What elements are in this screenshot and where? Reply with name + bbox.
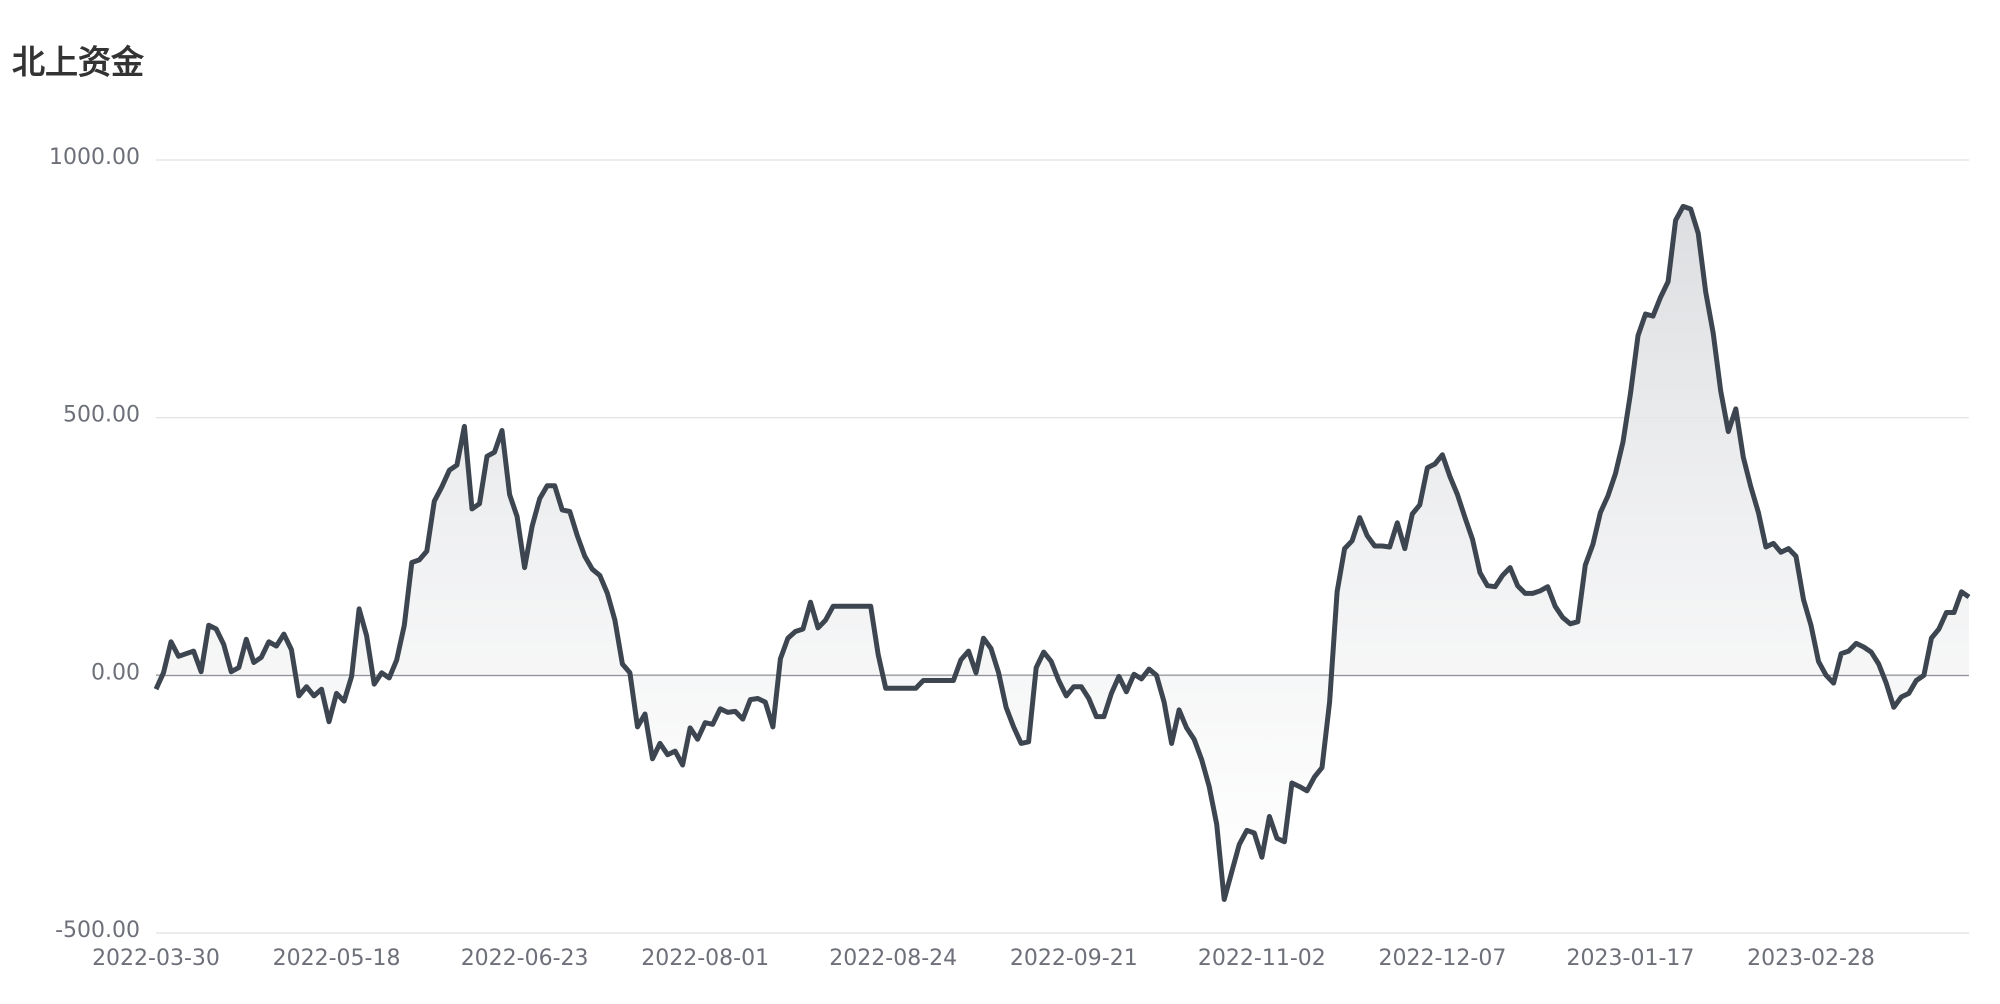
y-tick-label: 0.00 <box>91 660 140 685</box>
x-tick-label: 2022-08-24 <box>829 946 957 971</box>
x-tick-label: 2022-08-01 <box>641 946 769 971</box>
line <box>153 203 1971 902</box>
x-tick-label: 2022-05-18 <box>273 946 401 971</box>
y-tick-label: -500.00 <box>55 918 140 943</box>
x-tick-label: 2023-01-17 <box>1567 946 1695 971</box>
x-tick-label: 2022-09-21 <box>1010 946 1138 971</box>
y-tick-label: 500.00 <box>63 403 140 428</box>
x-tick-label: 2022-12-07 <box>1378 946 1506 971</box>
x-tick-label: 2023-02-28 <box>1747 946 1875 971</box>
y-tick-label: 1000.00 <box>49 145 140 170</box>
chart-title: 北上资金 <box>12 43 145 82</box>
x-tick-label: 2022-03-30 <box>92 946 220 971</box>
x-tick-label: 2022-11-02 <box>1198 946 1326 971</box>
area <box>156 206 1969 900</box>
x-tick-label: 2022-06-23 <box>461 946 589 971</box>
